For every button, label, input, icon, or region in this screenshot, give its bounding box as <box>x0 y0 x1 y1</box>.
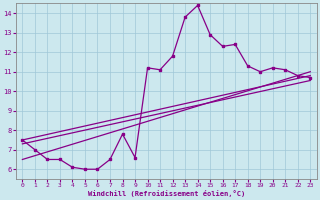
X-axis label: Windchill (Refroidissement éolien,°C): Windchill (Refroidissement éolien,°C) <box>88 190 245 197</box>
